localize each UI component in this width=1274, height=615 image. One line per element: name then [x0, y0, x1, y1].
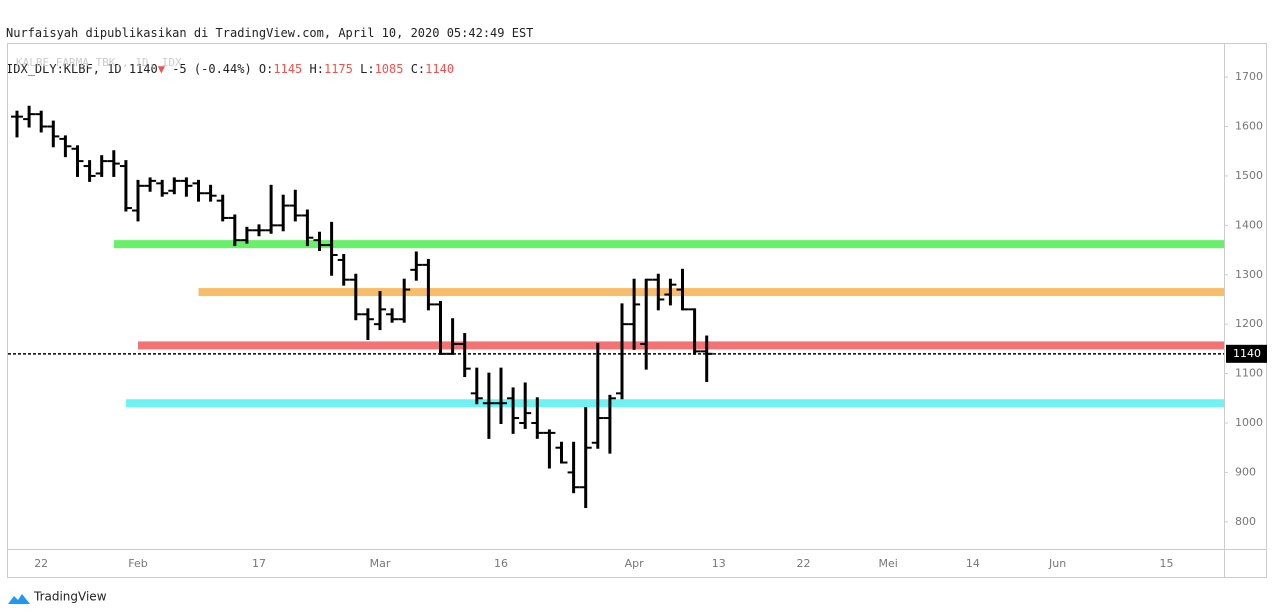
change-percent: (-0.44%) — [193, 62, 252, 76]
x-tick-label: 14 — [966, 557, 980, 570]
y-tick-label: 1400 — [1235, 218, 1263, 231]
zone — [113, 240, 1224, 249]
x-tick-label: Apr — [625, 557, 645, 570]
y-tick-label: 1600 — [1235, 120, 1263, 133]
x-tick-label: 17 — [252, 557, 266, 570]
l-value: 1085 — [374, 62, 404, 76]
c-label: C: — [410, 62, 426, 76]
frame — [7, 43, 1267, 578]
zone — [125, 399, 1224, 408]
x-tick-label: 16 — [494, 557, 508, 570]
y-tick-label: 900 — [1235, 465, 1256, 478]
symbol: IDX_DLY:KLBF, 1D — [6, 62, 122, 76]
x-tick-label: Mar — [370, 557, 391, 570]
o-label: O: — [258, 62, 274, 76]
y-tick-label: 1500 — [1235, 169, 1263, 182]
y-tick-label: 1300 — [1235, 268, 1263, 281]
last-price-label: 1140 — [1233, 347, 1261, 360]
zone — [198, 288, 1224, 297]
header: Nurfaisyah dipublikasikan di TradingView… — [6, 6, 533, 96]
y-tick-label: 1100 — [1235, 367, 1263, 380]
h-value: 1175 — [323, 62, 353, 76]
x-tick-label: Mei — [879, 557, 898, 570]
y-tick-label: 1000 — [1235, 416, 1263, 429]
brand: TradingView — [33, 590, 107, 604]
symbol-line: IDX_DLY:KLBF, 1D 1140▼ -5 (-0.44%) O:114… — [6, 60, 533, 78]
x-tick-label: Jun — [1048, 557, 1066, 570]
publisher: Nurfaisyah dipublikasikan di TradingView… — [6, 26, 534, 40]
last-price: 1140 — [128, 62, 158, 76]
zone — [138, 341, 1224, 350]
x-tick-label: Feb — [128, 557, 147, 570]
change: -5 — [172, 62, 187, 76]
h-label: H: — [309, 62, 324, 76]
c-value: 1140 — [425, 62, 455, 76]
y-tick-label: 1200 — [1235, 317, 1263, 330]
y-tick-label: 1700 — [1235, 70, 1263, 83]
last-price-tag — [1226, 344, 1267, 363]
x-tick-label: 15 — [1160, 557, 1174, 570]
l-label: L: — [360, 62, 375, 76]
o-value: 1145 — [273, 62, 303, 76]
watermark-title: KALBE FARMA TBK., 1D, IDX — [16, 56, 182, 69]
x-tick-label: 13 — [712, 557, 726, 570]
x-tick-label: 22 — [797, 557, 811, 570]
arrow: ▼ — [157, 62, 165, 76]
y-tick-label: 800 — [1235, 515, 1256, 528]
x-tick-label: 22 — [34, 557, 48, 570]
logo — [8, 594, 30, 604]
